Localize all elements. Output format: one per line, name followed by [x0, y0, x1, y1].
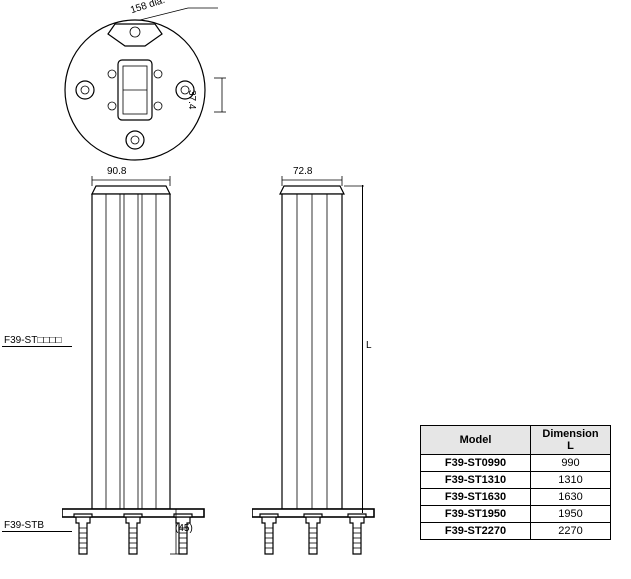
table-cell-dimL: 2270	[531, 523, 611, 540]
dim-L-label: L	[366, 340, 372, 351]
table-row: F39-ST19501950	[421, 506, 611, 523]
dim-L-line	[362, 185, 363, 513]
callout-leader-b	[2, 531, 72, 532]
table-cell-model: F39-ST1310	[421, 472, 531, 489]
table-cell-dimL: 1310	[531, 472, 611, 489]
table-row: F39-ST22702270	[421, 523, 611, 540]
table-cell-model: F39-ST1630	[421, 489, 531, 506]
table-header-dimL: Dimension L	[531, 426, 611, 455]
dim-side-offset: 37.4	[186, 90, 197, 109]
dimension-table: Model Dimension L F39-ST0990990F39-ST131…	[420, 425, 611, 540]
table-header-model: Model	[421, 426, 531, 455]
table-cell-model: F39-ST0990	[421, 455, 531, 472]
top-view-drawing	[40, 0, 240, 170]
table-cell-model: F39-ST2270	[421, 523, 531, 540]
table-cell-model: F39-ST1950	[421, 506, 531, 523]
table-row: F39-ST16301630	[421, 489, 611, 506]
table-cell-dimL: 990	[531, 455, 611, 472]
front-view-a	[62, 176, 207, 576]
table-cell-dimL: 1950	[531, 506, 611, 523]
table-row: F39-ST0990990	[421, 455, 611, 472]
dim-base-insert: (45)	[175, 523, 193, 534]
table-cell-dimL: 1630	[531, 489, 611, 506]
callout-leader-a	[2, 346, 72, 347]
table-row: F39-ST13101310	[421, 472, 611, 489]
